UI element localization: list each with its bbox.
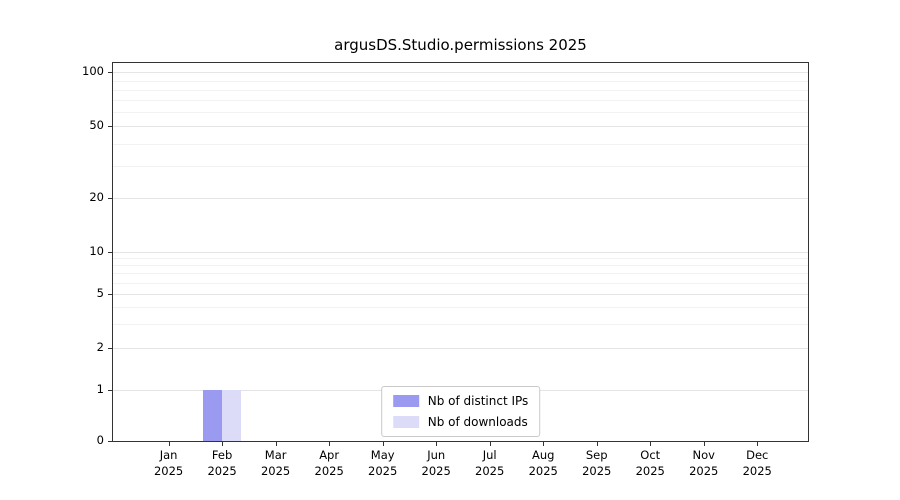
y-tick-mark <box>108 72 112 74</box>
y-tick-label: 1 <box>96 381 104 396</box>
gridline-major <box>113 197 808 199</box>
x-tick-label-feb: Feb 2025 <box>207 448 237 478</box>
x-tick-label-dec: Dec 2025 <box>742 448 772 478</box>
bar-nb-of-distinct-ips-feb <box>203 389 223 441</box>
y-tick-label: 5 <box>96 285 104 300</box>
x-tick-label-jan: Jan 2025 <box>153 448 184 478</box>
gridline-minor <box>113 80 808 82</box>
y-tick-mark <box>108 126 112 128</box>
legend-swatch-distinct-ips <box>392 395 419 407</box>
x-tick-label-oct: Oct 2025 <box>635 448 665 478</box>
legend-label-distinct-ips: Nb of distinct IPs <box>427 394 529 408</box>
y-tick-mark <box>108 252 112 253</box>
x-tick-label-may: May 2025 <box>368 448 398 478</box>
gridline-minor <box>113 306 808 308</box>
x-tick-label-jul: Jul 2025 <box>475 448 505 478</box>
gridline-major <box>113 348 808 350</box>
legend: Nb of distinct IPs Nb of downloads <box>380 386 541 437</box>
y-tick-mark <box>108 441 112 442</box>
y-tick-label: 2 <box>96 340 104 355</box>
x-tick-mark <box>329 442 331 446</box>
x-tick-mark <box>596 442 598 446</box>
x-tick-label-sep: Sep 2025 <box>582 448 612 478</box>
gridline-minor <box>113 282 808 284</box>
legend-entry-distinct-ips: Nb of distinct IPs <box>392 394 529 408</box>
bar-nb-of-downloads-feb <box>222 389 242 441</box>
gridline-major <box>113 126 808 128</box>
gridline-minor <box>113 112 808 114</box>
x-tick-label-apr: Apr 2025 <box>314 448 344 478</box>
x-tick-mark <box>436 442 438 446</box>
y-tick-mark <box>108 389 112 391</box>
legend-entry-downloads: Nb of downloads <box>392 415 529 429</box>
x-tick-mark <box>543 442 545 446</box>
x-tick-mark <box>489 442 491 446</box>
gridline-minor <box>113 324 808 326</box>
x-tick-label-mar: Mar 2025 <box>260 448 291 478</box>
plot-area: Nb of distinct IPs Nb of downloads 0 1 2 5 1… <box>82 62 809 478</box>
y-tick-mark <box>108 348 112 350</box>
gridline-minor <box>113 89 808 91</box>
x-tick-label-nov: Nov 2025 <box>689 448 719 478</box>
y-tick-mark <box>108 293 112 295</box>
x-tick-label-jun: Jun 2025 <box>421 448 451 478</box>
x-tick-mark <box>275 442 277 446</box>
x-tick-mark <box>650 442 652 446</box>
legend-label-downloads: Nb of downloads <box>427 415 528 429</box>
y-tick-mark <box>108 197 112 199</box>
gridline-major <box>113 72 808 74</box>
y-tick-label: 50 <box>89 118 104 133</box>
gridline-minor <box>113 166 808 168</box>
y-tick-label: 100 <box>82 64 104 79</box>
x-tick-mark <box>757 442 759 446</box>
gridline-minor <box>113 143 808 145</box>
gridline-minor <box>113 273 808 275</box>
x-tick-mark <box>168 442 170 446</box>
x-tick-mark <box>382 442 384 446</box>
y-tick-label: 20 <box>89 189 104 204</box>
gridline-minor <box>113 100 808 102</box>
gridline-minor <box>113 265 808 267</box>
gridline-major <box>113 252 808 253</box>
x-tick-mark <box>703 442 705 446</box>
y-tick-label: 0 <box>96 433 104 447</box>
gridline-major <box>113 293 808 295</box>
y-tick-label: 10 <box>89 244 104 258</box>
gridline-minor <box>113 258 808 260</box>
x-tick-mark <box>222 442 224 446</box>
x-tick-label-aug: Aug 2025 <box>528 448 558 478</box>
legend-swatch-downloads <box>392 416 419 428</box>
chart-title: argusDS.Studio.permissions 2025 <box>334 36 587 54</box>
